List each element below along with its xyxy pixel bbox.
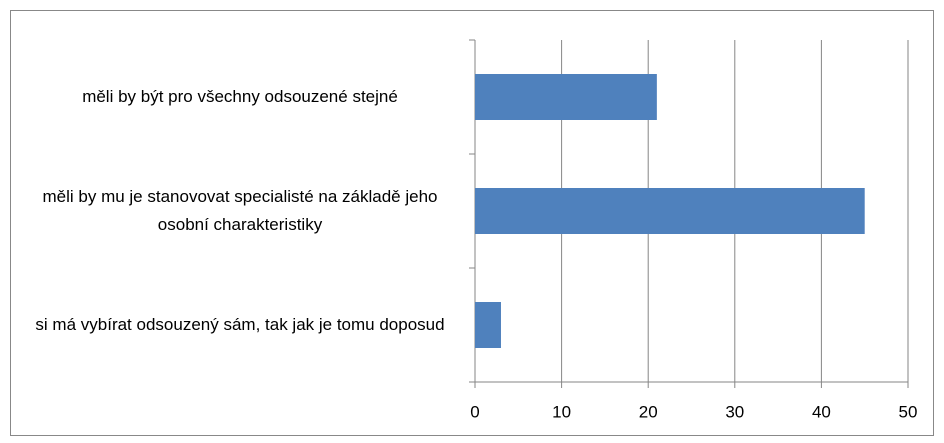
x-tick-label: 10	[552, 402, 571, 421]
x-tick-label: 40	[812, 402, 831, 421]
y-tick-label: si má vybírat odsouzený sám, tak jak je …	[35, 315, 445, 334]
x-tick-label: 30	[725, 402, 744, 421]
x-tick-label: 0	[470, 402, 479, 421]
x-tick-label: 50	[899, 402, 918, 421]
y-tick-label: měli by mu je stanovovat specialisté na …	[42, 187, 438, 234]
bar	[475, 74, 657, 120]
bar	[475, 188, 865, 234]
chart-border	[10, 10, 934, 436]
bar	[475, 302, 501, 348]
x-tick-label: 20	[639, 402, 658, 421]
y-tick-label: měli by být pro všechny odsouzené stejné	[82, 87, 398, 106]
